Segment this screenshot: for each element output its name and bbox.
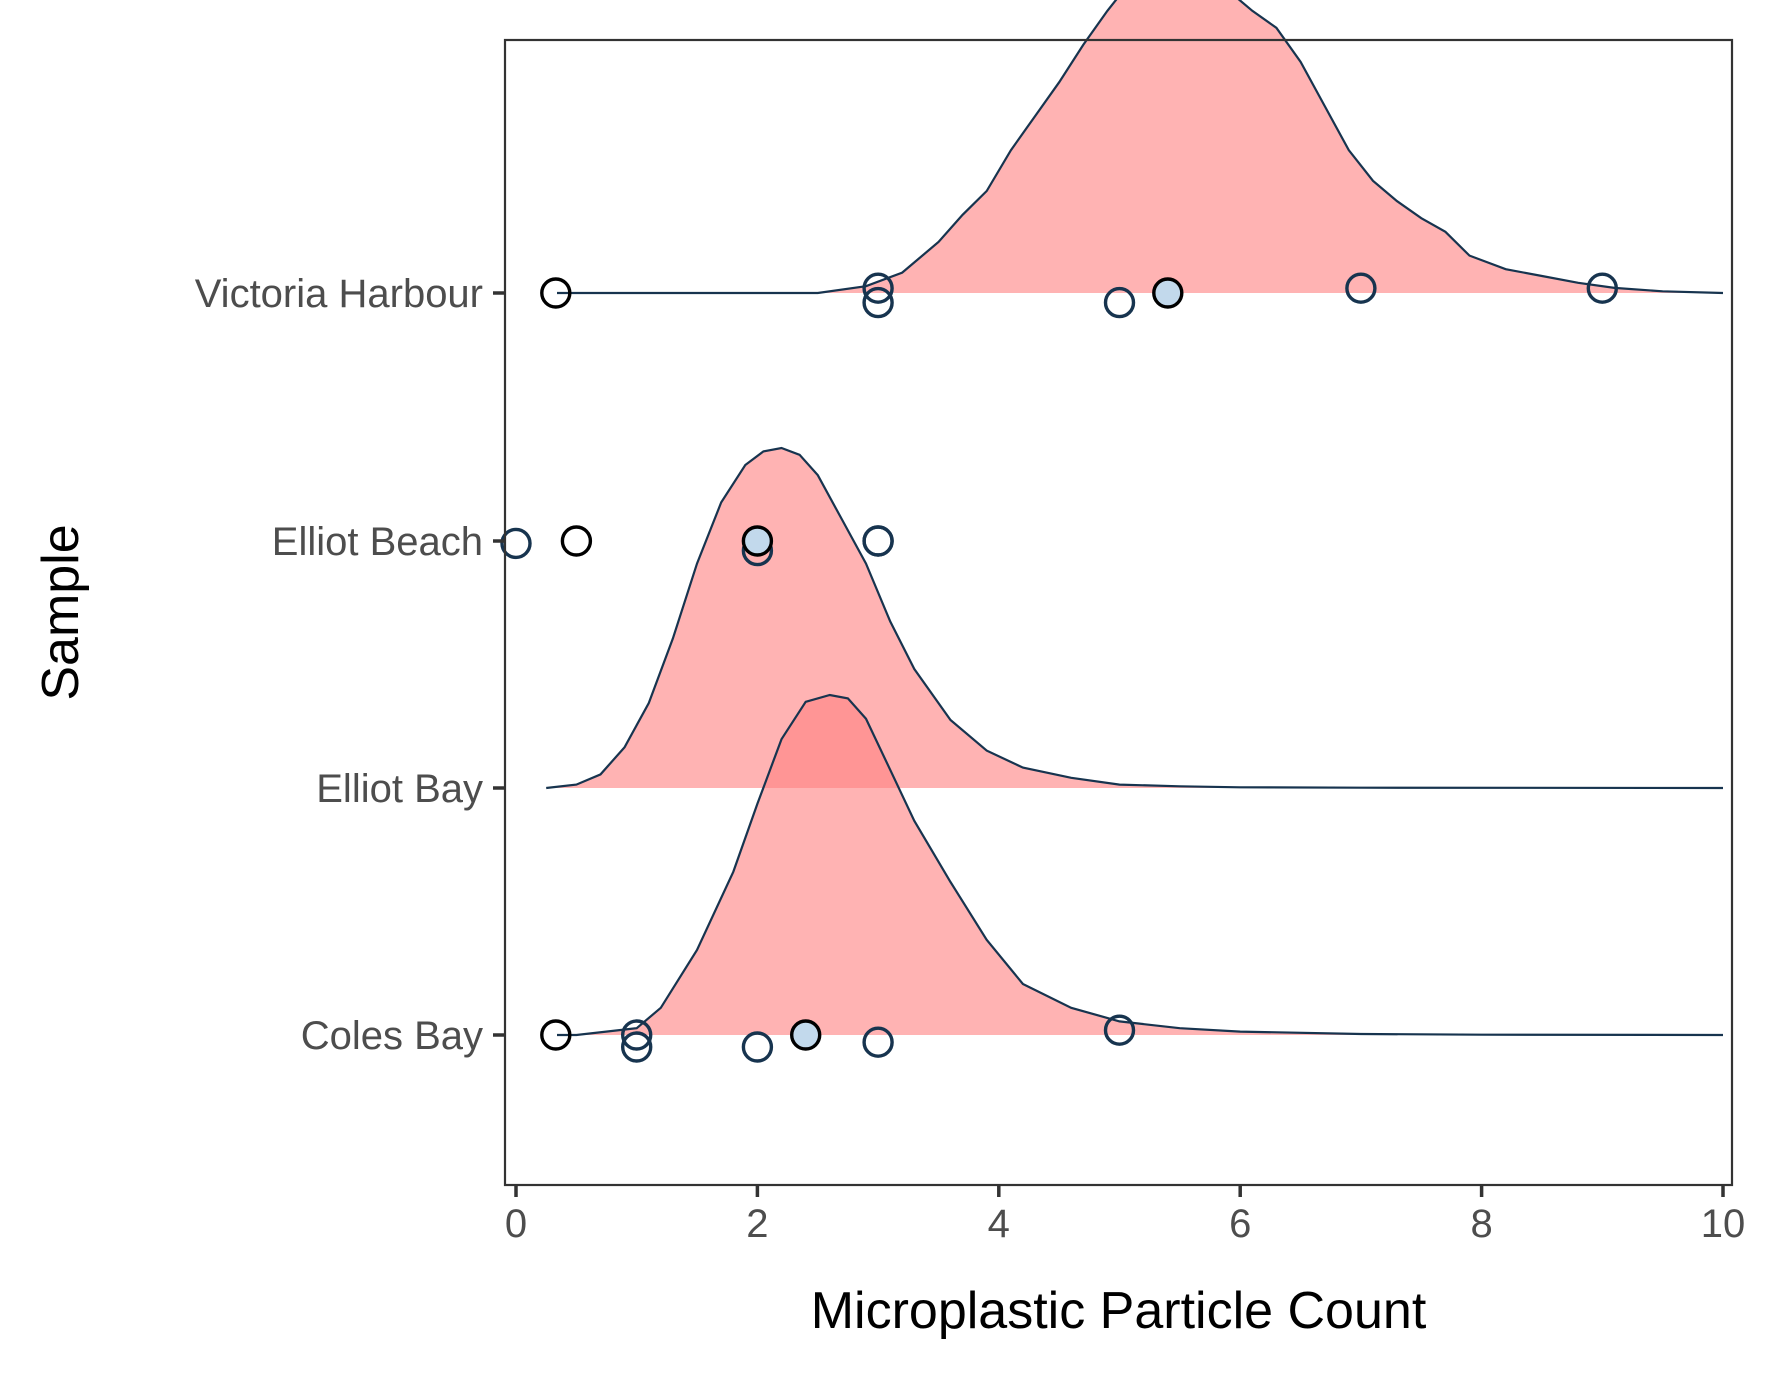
data-point-coles-bay-1: [621, 1019, 653, 1051]
density-ridges: [546, 0, 1724, 1037]
y-tick-label-elliot-bay: Elliot Bay: [316, 767, 483, 811]
y-axis-ticks: Coles Bay Elliot Bay Elliot Beach Victoria …: [195, 272, 505, 1058]
data-point-elliot-beach-8: [560, 525, 593, 557]
x-tick-label: 0: [505, 1202, 527, 1246]
y-axis-title: Sample: [32, 524, 90, 700]
plot-panel-border: [503, 38, 1734, 1187]
y-tick-label-coles-bay: Coles Bay: [301, 1014, 483, 1058]
density-area-coles-bay: [557, 695, 1723, 1035]
data-point-victoria-harbour-16: [1103, 286, 1136, 319]
data-point-elliot-beach-12: [862, 525, 894, 557]
data-point-coles-bay-6: [1103, 1014, 1136, 1046]
data-point-victoria-harbour-19: [1586, 272, 1619, 304]
data-point-victoria-harbour-14: [862, 272, 894, 304]
data-point-coles-bay-5: [862, 1026, 894, 1058]
density-line-victoria-harbour: [557, 0, 1724, 295]
density-line-elliot-bay: [546, 446, 1724, 790]
x-tick-label: 10: [1701, 1202, 1746, 1246]
data-point-victoria-harbour-18: [1345, 272, 1377, 304]
data-point-coles-bay-0: [540, 1019, 572, 1051]
density-area-victoria-harbour: [557, 0, 1723, 293]
data-points: [500, 272, 1619, 1063]
data-point-victoria-harbour-13: [540, 277, 572, 309]
data-point-coles-bay-4: [790, 1019, 822, 1051]
data-point-elliot-beach-7: [500, 527, 532, 560]
data-point-coles-bay-3: [741, 1031, 774, 1063]
x-axis-ticks: 0 2 4 6 8 10: [505, 1185, 1745, 1246]
x-tick-label: 8: [1470, 1202, 1492, 1246]
data-point-coles-bay-2: [621, 1031, 653, 1063]
density-line-coles-bay: [557, 693, 1724, 1037]
data-point-victoria-harbour-17: [1152, 277, 1184, 309]
y-tick-label-elliot-beach: Elliot Beach: [272, 520, 483, 564]
data-point-elliot-beach-10: [741, 525, 774, 557]
x-tick-label: 6: [1229, 1202, 1251, 1246]
y-tick-label-victoria-harbour: Victoria Harbour: [195, 272, 483, 316]
x-tick-label: 4: [988, 1202, 1010, 1246]
x-tick-label: 2: [746, 1202, 768, 1246]
x-axis-title: Microplastic Particle Count: [811, 1282, 1427, 1340]
data-point-victoria-harbour-15: [862, 286, 894, 319]
